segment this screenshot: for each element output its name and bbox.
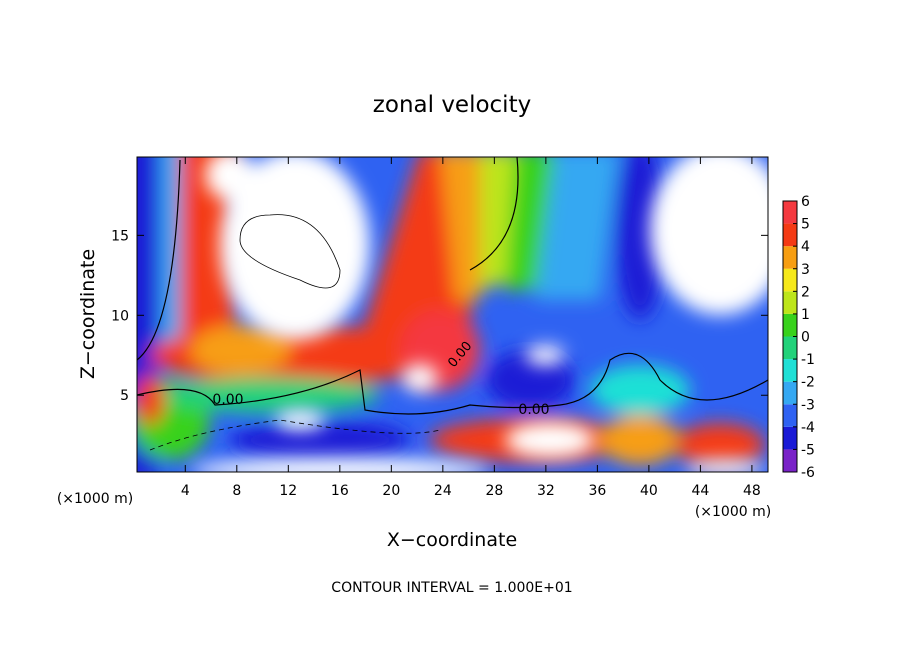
colorbar-band [783, 201, 797, 224]
plot-frame [136, 156, 769, 473]
colorbar-label: 6 [801, 194, 810, 210]
x-tick-label: 4 [181, 483, 190, 499]
colorbar-band [783, 223, 797, 247]
colorbar-label: -2 [801, 375, 815, 391]
chart-title: zonal velocity [373, 92, 531, 118]
footnote: CONTOUR INTERVAL = 1.000E+01 [331, 580, 572, 596]
colorbar-label: 2 [801, 284, 810, 300]
contour-label: 0.00 [518, 402, 549, 418]
colorbar-band [783, 336, 797, 360]
contour-field [137, 157, 768, 472]
colorbar-label: 5 [801, 217, 810, 233]
colorbar-band [783, 449, 797, 472]
x-tick-label: 48 [743, 483, 761, 499]
x-tick-label: 44 [691, 483, 709, 499]
x-tick-label: 12 [279, 483, 297, 499]
x-tick-label: 40 [640, 483, 658, 499]
colorbar-band [783, 313, 797, 337]
y-tick-label: 5 [120, 388, 129, 404]
x-tick-label: 36 [588, 483, 606, 499]
colorbar-label: 3 [801, 262, 810, 278]
contour-label: 0.00 [212, 392, 243, 408]
colorbar-band [783, 246, 797, 269]
colorbar-label: -5 [801, 442, 815, 458]
y-axis-label: Z−coordinate [77, 249, 99, 379]
colorbar-label: -6 [801, 465, 815, 481]
y-tick-label: 10 [111, 308, 129, 324]
y-tick-label: 15 [111, 228, 129, 244]
x-tick-label: 32 [537, 483, 555, 499]
x-axis-label: X−coordinate [387, 529, 517, 551]
x-tick-label: 8 [232, 483, 241, 499]
colorbar-label: 0 [801, 330, 810, 346]
colorbar-band [783, 404, 797, 427]
colorbar-label: -4 [801, 420, 815, 436]
x-unit: (×1000 m) [695, 504, 771, 520]
colorbar-band [783, 381, 797, 405]
colorbar-band [783, 291, 797, 314]
colorbar-band [783, 359, 797, 382]
colorbar-band [783, 426, 797, 450]
x-tick-label: 16 [331, 483, 349, 499]
x-tick-label: 28 [485, 483, 503, 499]
x-tick-label: 20 [382, 483, 400, 499]
x-unit: (×1000 m) [57, 491, 133, 507]
colorbar-label: -3 [801, 397, 815, 413]
colorbar-label: -1 [801, 352, 815, 368]
colorbar-band [783, 268, 797, 292]
x-tick-label: 24 [434, 483, 452, 499]
colorbar-label: 4 [801, 239, 810, 255]
colorbar-label: 1 [801, 307, 810, 323]
